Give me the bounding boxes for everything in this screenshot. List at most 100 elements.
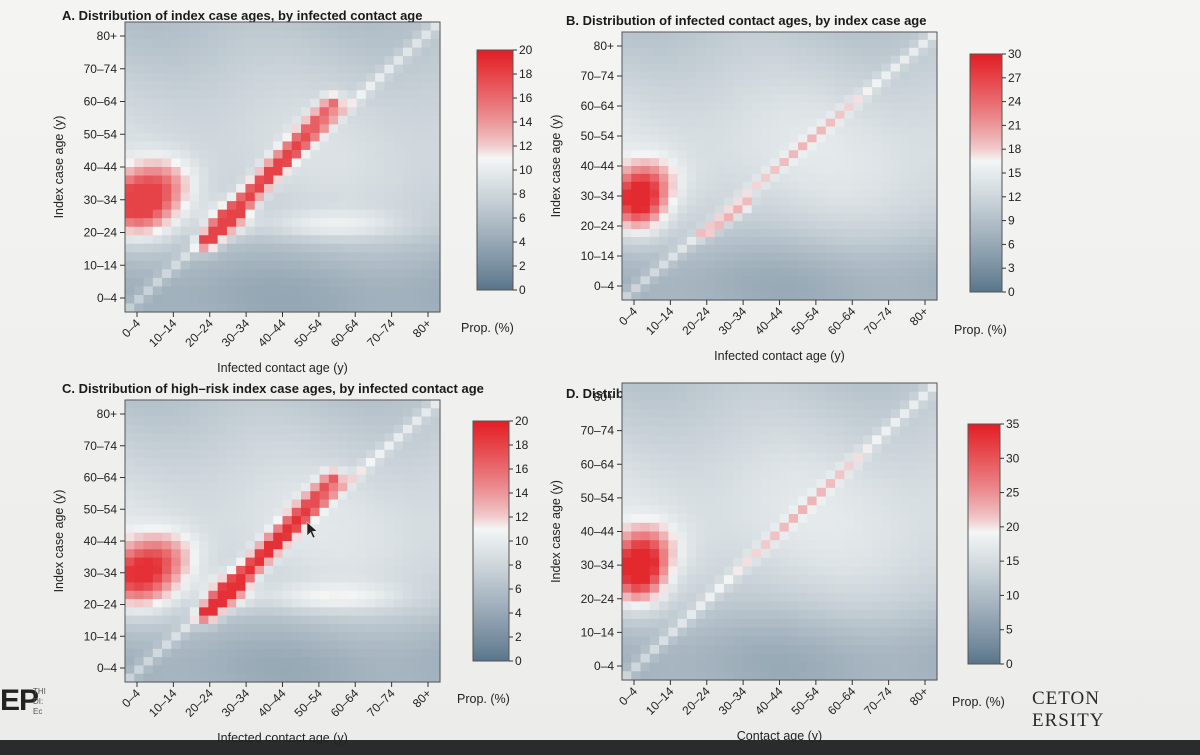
heatmap-cell	[402, 590, 413, 600]
heatmap-cell	[263, 252, 274, 262]
heatmap-cell	[659, 71, 669, 80]
heatmap-cell	[208, 532, 219, 542]
heatmap-cell	[927, 671, 938, 681]
heatmap-cell	[208, 665, 219, 675]
heatmap-cell	[171, 400, 182, 409]
heatmap-cell	[384, 286, 395, 296]
heatmap-cell	[199, 466, 209, 476]
heatmap-cell	[171, 47, 182, 57]
heatmap-cell	[365, 107, 376, 117]
heatmap-cell	[143, 424, 154, 434]
heatmap-cell	[291, 574, 302, 584]
heatmap-cell	[899, 461, 910, 471]
heatmap-cell	[816, 610, 827, 620]
heatmap-cell	[375, 209, 386, 219]
heatmap-cell	[263, 599, 274, 608]
heatmap-cell	[254, 640, 265, 650]
heatmap-cell	[779, 383, 790, 393]
heatmap-cell	[162, 657, 172, 667]
heatmap-cell	[171, 524, 182, 534]
heatmap-cell	[742, 540, 753, 550]
heatmap-cell	[844, 610, 855, 620]
heatmap-cell	[217, 665, 228, 675]
heatmap-cell	[640, 292, 651, 301]
heatmap-cell	[236, 124, 247, 134]
heatmap-cell	[622, 487, 632, 498]
heatmap-cell	[649, 55, 660, 65]
heatmap-cell	[301, 549, 311, 559]
heatmap-cell	[853, 181, 864, 191]
heatmap-cell	[236, 158, 247, 168]
heatmap-cell	[649, 47, 660, 57]
heatmap-cell	[180, 640, 191, 650]
heatmap-cell	[918, 444, 929, 454]
heatmap-cell	[668, 557, 679, 568]
heatmap-cell	[686, 236, 697, 246]
heatmap-cell	[301, 235, 311, 245]
heatmap-cell	[733, 452, 744, 463]
heatmap-cell	[760, 55, 771, 65]
heatmap-cell	[310, 132, 321, 143]
colorbar-tick-label: 4	[515, 606, 522, 620]
heatmap-cell	[760, 391, 771, 402]
heatmap-cell	[788, 189, 799, 199]
heatmap-cell	[881, 540, 892, 550]
heatmap-cell	[319, 107, 330, 117]
heatmap-cell	[733, 260, 744, 270]
heatmap-cell	[862, 110, 873, 120]
heatmap-cell	[825, 87, 836, 96]
heatmap-cell	[760, 268, 771, 277]
heatmap-cell	[375, 47, 386, 57]
heatmap-cell	[365, 294, 376, 305]
heatmap-cell	[273, 507, 284, 517]
heatmap-cell	[347, 226, 358, 236]
heatmap-cell	[328, 433, 339, 443]
heatmap-cell	[282, 549, 293, 559]
heatmap-cell	[881, 142, 892, 151]
heatmap-cell	[770, 653, 781, 664]
heatmap-cell	[631, 244, 642, 254]
heatmap-cell	[649, 522, 660, 533]
heatmap-cell	[356, 260, 367, 270]
heatmap-cell	[217, 277, 228, 288]
heatmap-cell	[393, 416, 404, 426]
heatmap-cell	[430, 474, 441, 484]
heatmap-cell	[881, 47, 892, 57]
heatmap-cell	[881, 87, 892, 96]
heatmap-cell	[430, 665, 441, 675]
heatmap-cell	[788, 268, 799, 277]
heatmap-cell	[347, 209, 358, 219]
heatmap-cell	[254, 549, 265, 559]
heatmap-cell	[263, 218, 274, 228]
heatmap-cell	[798, 531, 808, 541]
heatmap-cell	[310, 294, 321, 305]
heatmap-cell	[881, 284, 892, 293]
heatmap-cell	[927, 636, 938, 646]
heatmap-cell	[714, 236, 725, 246]
heatmap-cell	[301, 557, 311, 567]
heatmap-cell	[171, 132, 182, 143]
heatmap-cell	[890, 566, 901, 576]
colorbar-tick-label: 0	[1008, 285, 1015, 299]
heatmap-cell	[640, 505, 651, 515]
heatmap-cell	[677, 479, 688, 489]
heatmap-cell	[890, 102, 901, 112]
heatmap-cell	[909, 150, 920, 159]
heatmap-cell	[835, 470, 845, 480]
heatmap-cell	[751, 71, 762, 80]
heatmap-cell	[918, 118, 929, 128]
y-tick-label: 10–14	[84, 258, 118, 272]
heatmap-cell	[356, 449, 367, 459]
heatmap-cell	[338, 458, 348, 467]
heatmap-cell	[788, 87, 799, 96]
heatmap-cell	[816, 150, 827, 159]
heatmap-cell	[705, 47, 716, 57]
heatmap-cell	[199, 30, 209, 40]
heatmap-cell	[742, 276, 753, 285]
heatmap-cell	[659, 383, 669, 393]
heatmap-cell	[254, 149, 265, 160]
heatmap-cell	[291, 141, 302, 151]
heatmap-cell	[134, 640, 145, 650]
heatmap-cell	[705, 142, 716, 151]
heatmap-cell	[134, 303, 145, 313]
